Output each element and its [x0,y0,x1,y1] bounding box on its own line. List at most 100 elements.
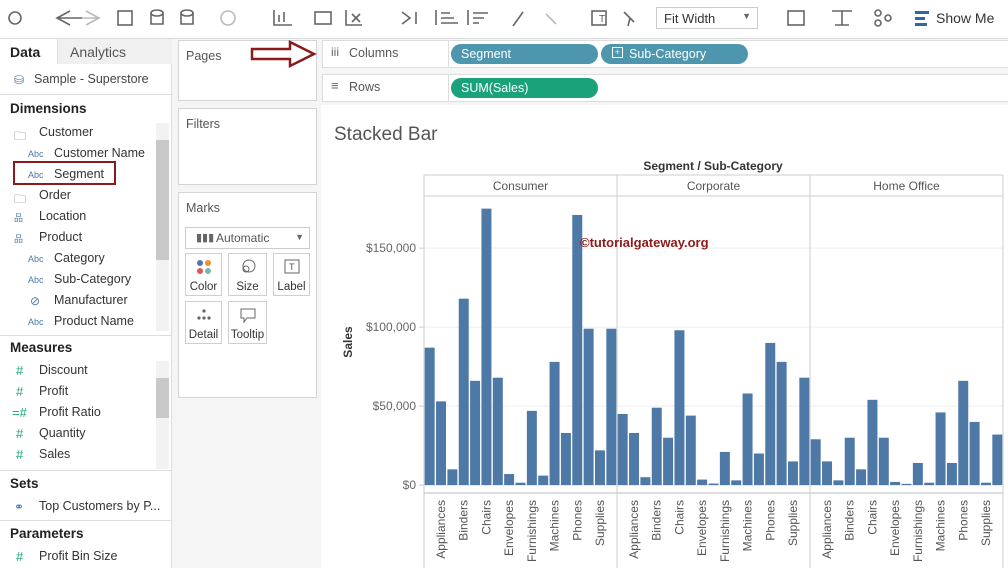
show-me-icon [915,11,929,26]
tab-data[interactable]: Data [0,39,57,64]
panel-header: Home Office [873,179,940,193]
cards-pane: Pages Filters Marks ▮▮▮ Automatic ▼ Colo… [172,39,321,568]
set[interactable]: Top Customers by P... [39,499,161,513]
x-tick-label: Furnishings [718,500,732,562]
detail-button[interactable]: Detail [185,301,222,344]
panel-header: Consumer [493,179,548,193]
bar [583,328,594,486]
toolbar-icons: T [8,9,635,27]
data-pane: Data Analytics ⛁ Sample - Superstore Dim… [0,39,172,568]
watermark: ©tutorialgateway.org [580,235,709,250]
bar [878,437,889,486]
columns-shelf[interactable]: iii Columns Segment Sub-Category + [322,40,1008,68]
field[interactable]: Manufacturer [54,293,128,307]
card-title: Marks [186,201,221,215]
x-tick-label: Appliances [434,500,448,559]
tooltip-button[interactable]: Tooltip [228,301,267,344]
fit-dropdown[interactable]: Fit Width ▼ [656,7,758,29]
measure[interactable]: Sales [39,447,71,461]
scrollbar[interactable] [156,361,169,469]
measure[interactable]: Profit Ratio [39,405,101,419]
button-label: Color [189,281,218,293]
x-tick-label: Supplies [979,500,993,546]
mark-type: Automatic [216,231,270,245]
bar [890,481,901,486]
folder[interactable]: Customer [39,125,94,139]
bar [663,437,674,486]
bar [538,475,549,486]
bar [436,401,447,486]
field[interactable]: Sub-Category [54,272,132,286]
measure[interactable]: Profit [39,384,69,398]
bar [424,347,435,486]
hierarchy[interactable]: Product [39,230,83,244]
annotation-arrow [250,40,317,69]
field[interactable]: Category [54,251,105,265]
label-button[interactable]: T Label [273,253,310,296]
bar [651,407,662,486]
rows-shelf[interactable]: ≡ Rows SUM(Sales) [322,74,1008,102]
measure[interactable]: Discount [39,363,88,377]
tab-text: Analytics [70,44,127,60]
bar [606,328,617,486]
bar [742,393,753,486]
marks-card: Marks ▮▮▮ Automatic ▼ Color Size T Label … [178,192,317,398]
show-me[interactable]: Show Me [936,10,995,26]
bar [481,208,492,486]
bar [560,432,571,486]
bar [504,474,515,486]
parameter[interactable]: Profit Bin Size [39,549,118,563]
button-label: Label [277,281,306,293]
filters-card[interactable]: Filters [178,108,317,185]
pill[interactable]: Sub-Category [601,44,748,64]
bar [731,480,742,486]
bar [697,479,708,486]
scrollbar[interactable] [156,123,169,331]
y-tick-label: $50,000 [373,399,417,413]
field[interactable]: Product Name [54,314,134,328]
pill[interactable]: SUM(Sales) [451,78,598,98]
svg-text:T: T [289,262,295,272]
y-axis-title: Sales [341,326,355,358]
toolbar-icons-right [787,9,892,27]
bar [470,380,481,486]
x-tick-label: Machines [934,500,948,551]
bar [572,214,583,486]
bar [685,415,696,486]
bar [526,410,537,486]
x-tick-label: Binders [650,500,664,541]
x-tick-label: Appliances [820,500,834,559]
x-tick-label: Phones [763,500,777,541]
x-tick-label: Furnishings [525,500,539,562]
x-tick-label: Envelopes [695,500,709,556]
pill[interactable]: Segment [451,44,598,64]
mark-type-dropdown[interactable]: ▮▮▮ Automatic ▼ [185,227,310,249]
bar [799,377,810,486]
x-tick-label: Supplies [786,500,800,546]
bar [992,434,1003,486]
x-tick-label: Supplies [593,500,607,546]
x-tick-label: Chairs [865,500,879,535]
hierarchy[interactable]: Location [39,209,87,223]
color-button[interactable]: Color [185,253,222,296]
section-header: Sets [10,476,39,491]
bar [515,482,526,486]
data-source[interactable]: Sample - Superstore [34,72,149,86]
fit-text: Fit Width [664,11,716,26]
bar [753,453,764,486]
size-button[interactable]: Size [228,253,267,296]
tab-analytics[interactable]: Analytics [57,39,172,64]
x-tick-label: Furnishings [911,500,925,562]
folder[interactable]: Order [39,188,71,202]
field[interactable]: Customer Name [54,146,145,160]
dropdown-arrow: ▼ [742,11,751,21]
field[interactable]: Segment [54,167,105,181]
measure[interactable]: Quantity [39,426,86,440]
bar [958,380,969,486]
x-tick-label: Binders [457,500,471,541]
bar [447,469,458,486]
bar [492,377,503,486]
x-tick-label: Binders [843,500,857,541]
tab-text: Data [10,44,41,60]
